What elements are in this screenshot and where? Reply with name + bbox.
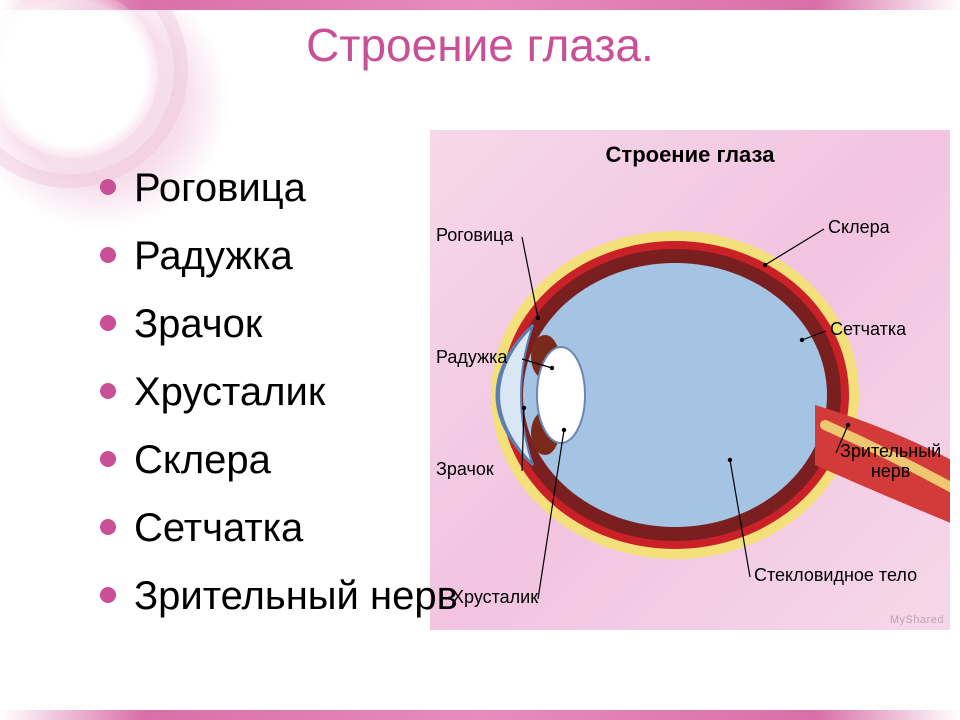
label-sclera: Склера — [828, 218, 890, 238]
bottom-border — [0, 710, 960, 720]
label-vitreous: Стекловидное тело — [754, 566, 917, 586]
eye-diagram-panel: Строение глаза РоговицаРадужкаЗрачокХрус… — [430, 130, 950, 630]
eye-diagram-svg — [430, 130, 950, 630]
watermark: MyShared — [890, 614, 944, 626]
slide: Строение глаза. РоговицаРадужкаЗрачокХру… — [0, 0, 960, 720]
page-title: Строение глаза. — [0, 18, 960, 72]
bullet-list: РоговицаРадужкаЗрачокХрусталикСклераСетч… — [60, 151, 458, 633]
label-lens: Хрусталик — [452, 588, 538, 608]
bullet-item: Хрусталик — [100, 361, 458, 423]
label-nerve: Зрительныйнерв — [840, 442, 941, 482]
label-retina: Сетчатка — [830, 320, 906, 340]
bullet-item: Зрачок — [100, 293, 458, 355]
bullet-item: Радужка — [100, 225, 458, 287]
bullet-item: Склера — [100, 429, 458, 491]
bullet-item: Роговица — [100, 157, 458, 219]
bullet-item: Сетчатка — [100, 497, 458, 559]
bullet-item: Зрительный нерв — [100, 565, 458, 627]
